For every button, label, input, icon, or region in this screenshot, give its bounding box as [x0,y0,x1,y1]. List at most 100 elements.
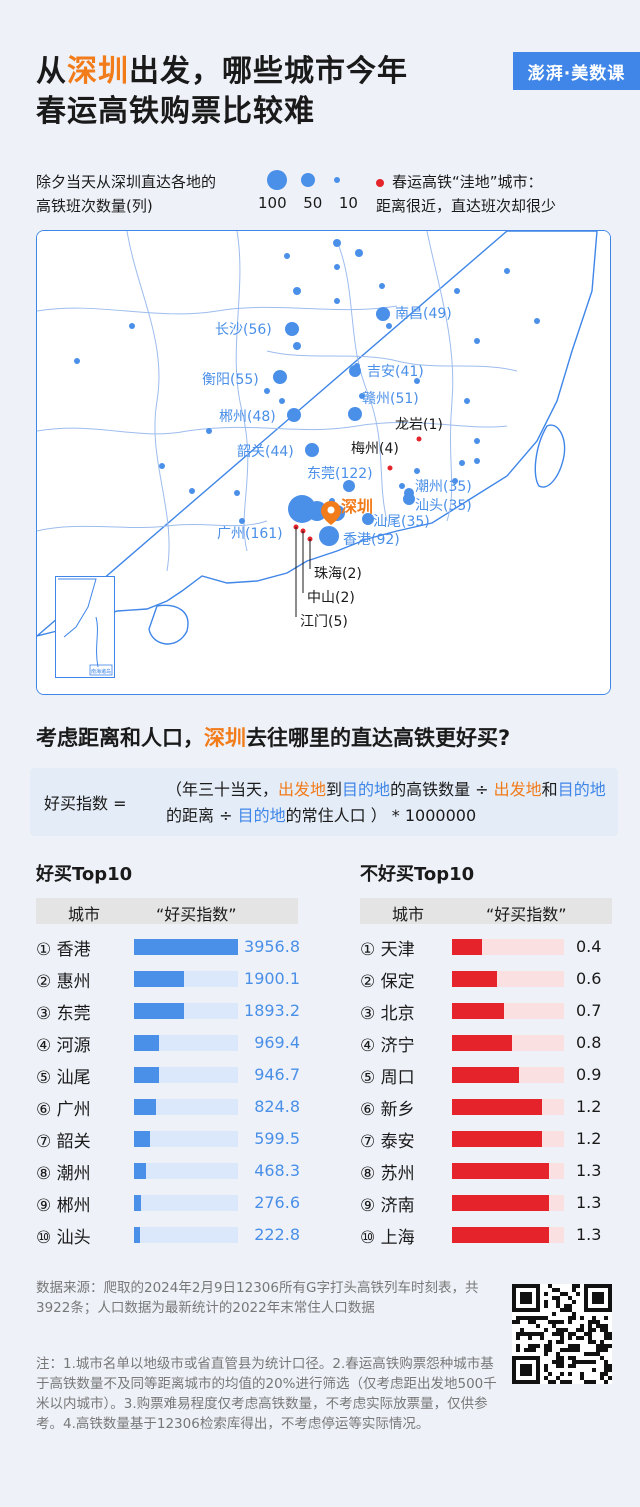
city-label: ⑥ 新乡 [360,1100,415,1120]
bar-track [452,1067,564,1083]
bar [452,1163,550,1179]
bar-track [452,939,564,955]
formula-box: 好买指数 = （年三十当天，出发地到目的地的高铁数量 ÷ 出发地和目的地的距离 … [30,768,618,836]
value-label: 599.5 [254,1129,300,1148]
bar [134,939,238,955]
value-label: 0.8 [576,1033,602,1052]
hard-top10-chart: 不好买Top10 城市 “好买指数” ① 天津 0.4 ② 保定 0.6 ③ 北京 0.7… [360,860,630,1249]
city-label: ⑤ 周口 [360,1068,415,1088]
bar [452,1067,520,1083]
bar-row: ① 香港 3956.8 [36,929,306,961]
svg-text:郴州(48): 郴州(48) [219,409,276,425]
city-label: ⑩ 汕头 [36,1228,91,1248]
bar-row: ⑦ 韶关 599.5 [36,1121,306,1153]
value-label: 0.9 [576,1065,602,1084]
value-label: 969.4 [254,1033,300,1052]
data-source-note: 数据来源：爬取的2024年2月9日12306所有G字打头高铁列车时刻表，共392… [36,1280,479,1316]
svg-text:龙岩(1): 龙岩(1) [395,417,443,433]
city-label: ⑨ 郴州 [36,1196,91,1216]
bar [452,971,497,987]
bar-track [134,1227,238,1243]
bar [134,971,184,987]
svg-text:汕头(35): 汕头(35) [415,498,472,514]
city-label: ⑦ 泰安 [360,1132,415,1152]
formula-part: 的距离 ÷ [166,806,238,825]
bar-row: ⑤ 汕尾 946.7 [36,1057,306,1089]
formula-part: 出发地 [278,780,327,799]
bar-row: ④ 济宁 0.8 [360,1025,630,1057]
bar [452,1131,542,1147]
value-label: 222.8 [254,1225,300,1244]
bar-row: ⑤ 周口 0.9 [360,1057,630,1089]
bar-track [452,971,564,987]
formula-part: 的常住人口 ） * 1000000 [285,806,477,825]
bar [134,1035,160,1051]
value-label: 1.3 [576,1161,602,1180]
formula-part: 和 [541,780,558,799]
bar-track [134,939,238,955]
bar-track [134,1099,238,1115]
svg-text:长沙(56): 长沙(56) [215,322,272,338]
bar-row: ② 保定 0.6 [360,961,630,993]
value-label: 1.3 [576,1225,602,1244]
size-legend-text: 除夕当天从深圳直达各地的 高铁班次数量(列) [36,173,217,215]
section-question: 考虑距离和人口，深圳去往哪里的直达高铁更好买? [36,726,511,750]
svg-text:南昌(49): 南昌(49) [395,306,452,322]
qr-code[interactable] [512,1284,612,1384]
page-title: 从深圳出发，哪些城市今年 春运高铁购票比较难 [36,54,408,129]
value-label: 0.7 [576,1001,602,1020]
svg-text:广州(161): 广州(161) [217,526,283,542]
bar-row: ④ 河源 969.4 [36,1025,306,1057]
value-label: 1.2 [576,1097,602,1116]
bar-row: ③ 东莞 1893.2 [36,993,306,1025]
city-label: ⑧ 苏州 [360,1164,415,1184]
formula-part: 目的地 [557,780,606,799]
value-label: 1893.2 [244,1001,300,1020]
bar [452,1003,505,1019]
bar [134,1227,140,1243]
bar-row: ⑨ 济南 1.3 [360,1185,630,1217]
formula-part: 的高铁数量 ÷ [390,780,494,799]
bar-track [134,1195,238,1211]
city-label: ③ 东莞 [36,1004,91,1024]
formula-part: 到 [326,780,343,799]
bar-row: ③ 北京 0.7 [360,993,630,1025]
city-label: ⑨ 济南 [360,1196,415,1216]
bar [452,1035,512,1051]
city-label: ② 保定 [360,972,415,992]
bar-track [134,971,238,987]
value-label: 946.7 [254,1065,300,1084]
bar-track [452,1099,564,1115]
bar-track [134,1067,238,1083]
svg-text:汕尾(35): 汕尾(35) [373,514,430,530]
bar [452,1227,550,1243]
train-map: 南昌(49) 长沙(56) 吉安(41) 衡阳(55) 赣州(51) 郴州(48… [36,230,611,695]
formula-part: 出发地 [493,780,542,799]
bar-row: ⑦ 泰安 1.2 [360,1121,630,1153]
city-label: ⑥ 广州 [36,1100,91,1120]
svg-text:赣州(51): 赣州(51) [362,391,419,407]
city-label: ⑧ 潮州 [36,1164,91,1184]
bar-track [134,1131,238,1147]
bar [134,1067,159,1083]
city-label: ① 天津 [360,940,415,960]
bar-row: ⑥ 新乡 1.2 [360,1089,630,1121]
city-label: ⑦ 韶关 [36,1132,91,1152]
footnote: 注：1.城市名单以地级市或省直管县为统计口径。2.春运高铁购票怨种城市基于高铁数… [36,1356,497,1432]
svg-text:潮州(35): 潮州(35) [415,479,472,495]
brand-logo: 澎湃·美数课 [513,52,640,90]
bar-row: ⑧ 潮州 468.3 [36,1153,306,1185]
formula-part: 目的地 [237,806,286,825]
bar-track [134,1003,238,1019]
bar [134,1003,184,1019]
bar-track [452,1003,564,1019]
bar-track [134,1035,238,1051]
bar-track [452,1163,564,1179]
bar-track [452,1035,564,1051]
bar [452,1195,550,1211]
bar-row: ⑩ 汕头 222.8 [36,1217,306,1249]
svg-text:珠海(2): 珠海(2) [314,566,362,582]
city-label: ⑤ 汕尾 [36,1068,91,1088]
size-legend: 100 50 10 [258,168,358,216]
depression-legend: 春运高铁“洼地”城市： 距离很近，直达班次却很少 [376,173,557,215]
